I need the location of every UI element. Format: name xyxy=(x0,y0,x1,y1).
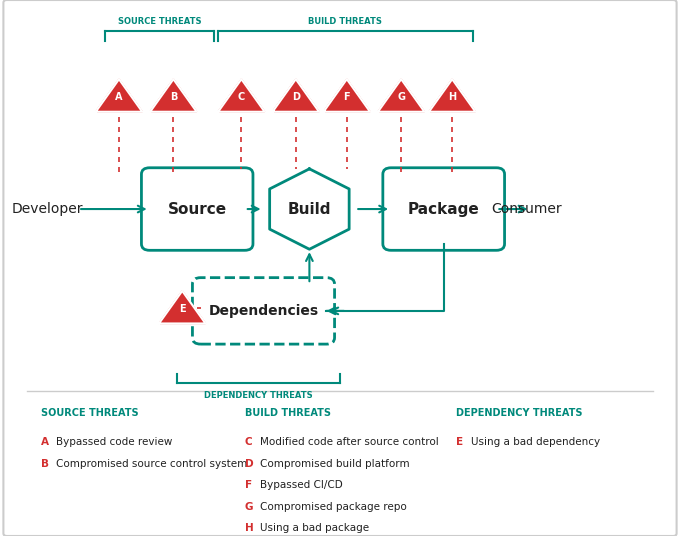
Text: E: E xyxy=(179,304,186,314)
Text: B: B xyxy=(41,459,49,468)
Text: F: F xyxy=(245,480,252,490)
Text: H: H xyxy=(245,523,254,533)
Text: C: C xyxy=(238,93,245,102)
FancyBboxPatch shape xyxy=(141,168,253,250)
Text: DEPENDENCY THREATS: DEPENDENCY THREATS xyxy=(456,408,582,418)
Text: Bypassed CI/CD: Bypassed CI/CD xyxy=(260,480,343,490)
Text: F: F xyxy=(343,93,350,102)
Polygon shape xyxy=(270,169,349,249)
Polygon shape xyxy=(378,79,424,112)
Text: Build: Build xyxy=(288,202,331,217)
Text: A: A xyxy=(115,93,123,102)
Text: Compromised source control system: Compromised source control system xyxy=(56,459,247,468)
FancyBboxPatch shape xyxy=(192,278,335,344)
Polygon shape xyxy=(429,79,475,112)
Text: SOURCE THREATS: SOURCE THREATS xyxy=(118,17,201,26)
Text: C: C xyxy=(245,437,252,447)
Polygon shape xyxy=(96,79,142,112)
Polygon shape xyxy=(218,79,265,112)
Text: A: A xyxy=(41,437,49,447)
Text: E: E xyxy=(456,437,462,447)
FancyBboxPatch shape xyxy=(383,168,505,250)
Text: H: H xyxy=(448,93,456,102)
Text: Using a bad dependency: Using a bad dependency xyxy=(471,437,600,447)
Text: Developer: Developer xyxy=(12,202,84,216)
Text: BUILD THREATS: BUILD THREATS xyxy=(245,408,330,418)
Text: Dependencies: Dependencies xyxy=(209,304,318,318)
Text: G: G xyxy=(397,93,405,102)
Text: D: D xyxy=(245,459,254,468)
Text: D: D xyxy=(292,93,300,102)
Text: Using a bad package: Using a bad package xyxy=(260,523,369,533)
Text: BUILD THREATS: BUILD THREATS xyxy=(308,17,382,26)
Polygon shape xyxy=(324,79,370,112)
Text: Source: Source xyxy=(168,202,226,217)
Text: G: G xyxy=(245,502,253,511)
Text: Bypassed code review: Bypassed code review xyxy=(56,437,172,447)
Polygon shape xyxy=(159,291,205,324)
Text: Compromised package repo: Compromised package repo xyxy=(260,502,407,511)
Text: B: B xyxy=(170,93,177,102)
Text: Consumer: Consumer xyxy=(492,202,562,216)
Text: Compromised build platform: Compromised build platform xyxy=(260,459,409,468)
Text: SOURCE THREATS: SOURCE THREATS xyxy=(41,408,139,418)
Text: DEPENDENCY THREATS: DEPENDENCY THREATS xyxy=(204,391,313,400)
Text: Package: Package xyxy=(408,202,479,217)
Text: Modified code after source control: Modified code after source control xyxy=(260,437,439,447)
Polygon shape xyxy=(150,79,197,112)
Polygon shape xyxy=(273,79,319,112)
